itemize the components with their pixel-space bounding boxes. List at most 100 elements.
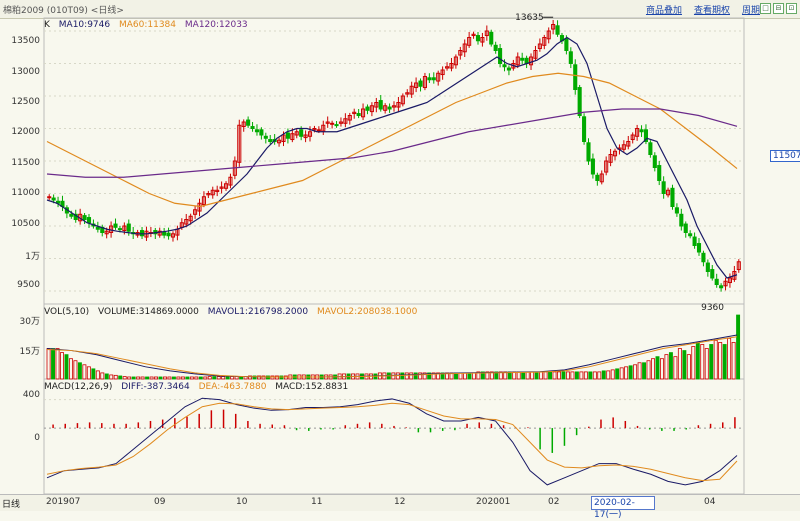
maximize-window-icon[interactable]: ⊡ xyxy=(786,3,797,14)
volume-bar xyxy=(548,371,553,380)
volume-bar xyxy=(543,371,548,380)
volume-bar xyxy=(467,372,472,380)
candle-body xyxy=(206,193,211,196)
volume-bar xyxy=(431,372,436,380)
volume-bar xyxy=(655,356,660,380)
y-tick-label: 11500 xyxy=(11,158,40,168)
volume-bar xyxy=(731,342,736,380)
period-link[interactable]: 周期 xyxy=(741,6,760,16)
candle-body xyxy=(139,230,145,237)
volume-bar xyxy=(404,372,409,380)
volume-bar xyxy=(619,367,624,380)
macd-line-diff xyxy=(46,397,738,486)
candle-body xyxy=(387,106,392,110)
candle-body xyxy=(126,223,131,232)
volume-bar xyxy=(252,375,257,380)
overlay-commodity-link[interactable]: 商品叠加 xyxy=(645,6,682,16)
candle-body xyxy=(427,77,432,81)
macd-tick-label: 0 xyxy=(34,433,40,443)
candle-body xyxy=(86,217,92,224)
candle-body xyxy=(475,35,481,42)
volume-bar xyxy=(180,376,185,380)
candle-body xyxy=(639,129,644,133)
candle-body xyxy=(285,132,290,139)
price-chart[interactable]: 13635 9360 xyxy=(0,0,800,510)
chart-title: 棉粕2009 (010T09) <日线> xyxy=(3,6,124,16)
y-tick-label: 9500 xyxy=(17,280,40,290)
candle-body xyxy=(612,150,618,157)
candle-body xyxy=(573,64,578,91)
candle-body xyxy=(396,102,401,108)
volume-bar xyxy=(722,344,727,380)
candle-body xyxy=(246,119,251,126)
volume-bar xyxy=(118,375,123,380)
macd-line-dea xyxy=(46,402,738,482)
candle-body xyxy=(493,44,498,51)
candle-body xyxy=(263,135,268,139)
candle-body xyxy=(674,207,679,214)
view-options-link[interactable]: 查看期权 xyxy=(693,6,730,16)
volume-bar xyxy=(704,348,709,380)
volume-bar xyxy=(60,352,64,380)
volume-bar xyxy=(561,371,566,380)
restore-window-icon[interactable]: □ xyxy=(760,3,771,14)
legend-mavol1: MAVOL1:216798.2000 xyxy=(207,307,309,317)
main-legend: K MA10:9746 MA60:11384 MA120:12033 xyxy=(44,20,254,30)
legend-diff: DIFF:-387.3464 xyxy=(121,382,190,392)
volume-bar xyxy=(436,372,441,380)
candle-body xyxy=(219,186,224,189)
vol-tick-label: 15万 xyxy=(19,347,40,357)
candle-body xyxy=(657,165,662,182)
volume-bar xyxy=(203,376,208,380)
volume-bar xyxy=(601,370,606,380)
candle-body xyxy=(325,121,330,124)
period-label: 日线 xyxy=(2,500,21,510)
candle-body xyxy=(383,105,388,111)
candle-body xyxy=(648,142,653,156)
candle-body xyxy=(334,124,339,127)
volume-bar xyxy=(171,376,176,380)
volume-bar xyxy=(207,376,212,380)
candle-body xyxy=(626,141,631,147)
candle-body xyxy=(356,113,361,117)
candle-body xyxy=(498,48,503,64)
candle-body xyxy=(568,51,573,64)
candle-body xyxy=(117,228,122,231)
volume-bar xyxy=(673,356,678,380)
candle-body xyxy=(444,66,450,69)
y-tick-label: 12000 xyxy=(11,127,40,137)
volume-bar xyxy=(494,371,499,380)
volume-legend: VOL(5,10) VOLUME:314869.0000 MAVOL1:2167… xyxy=(44,307,423,317)
candle-body xyxy=(727,277,732,284)
volume-bar xyxy=(230,376,235,380)
volume-bar xyxy=(736,314,741,380)
volume-bar xyxy=(248,375,253,380)
split-view-icon[interactable]: ⊟ xyxy=(773,3,784,14)
candle-body xyxy=(582,116,587,143)
candle-body xyxy=(369,105,374,113)
x-tick-label: 201907 xyxy=(46,497,81,507)
candle-body xyxy=(197,202,202,212)
candle-body xyxy=(157,230,162,236)
volume-bar xyxy=(718,342,723,380)
candle-body xyxy=(347,115,352,121)
volume-bar xyxy=(216,376,221,380)
candle-body xyxy=(630,134,635,141)
vol-ma-line-mavol2 xyxy=(46,336,738,378)
candle-body xyxy=(533,50,538,59)
volume-bar xyxy=(727,337,732,380)
candle-body xyxy=(679,213,684,227)
volume-bar xyxy=(100,372,105,380)
candle-body xyxy=(414,82,419,89)
legend-volume: VOLUME:314869.0000 xyxy=(98,307,199,317)
candle-body xyxy=(683,223,688,234)
date-input[interactable]: 2020-02-17(一) xyxy=(591,496,655,520)
volume-bar xyxy=(637,362,642,380)
volume-bar xyxy=(570,371,575,380)
volume-bar xyxy=(279,375,284,380)
candle-body xyxy=(409,85,414,95)
high-price-label: 13635 xyxy=(515,13,544,23)
volume-bar xyxy=(700,344,705,380)
candle-body xyxy=(520,57,525,61)
volume-bar xyxy=(46,348,51,380)
